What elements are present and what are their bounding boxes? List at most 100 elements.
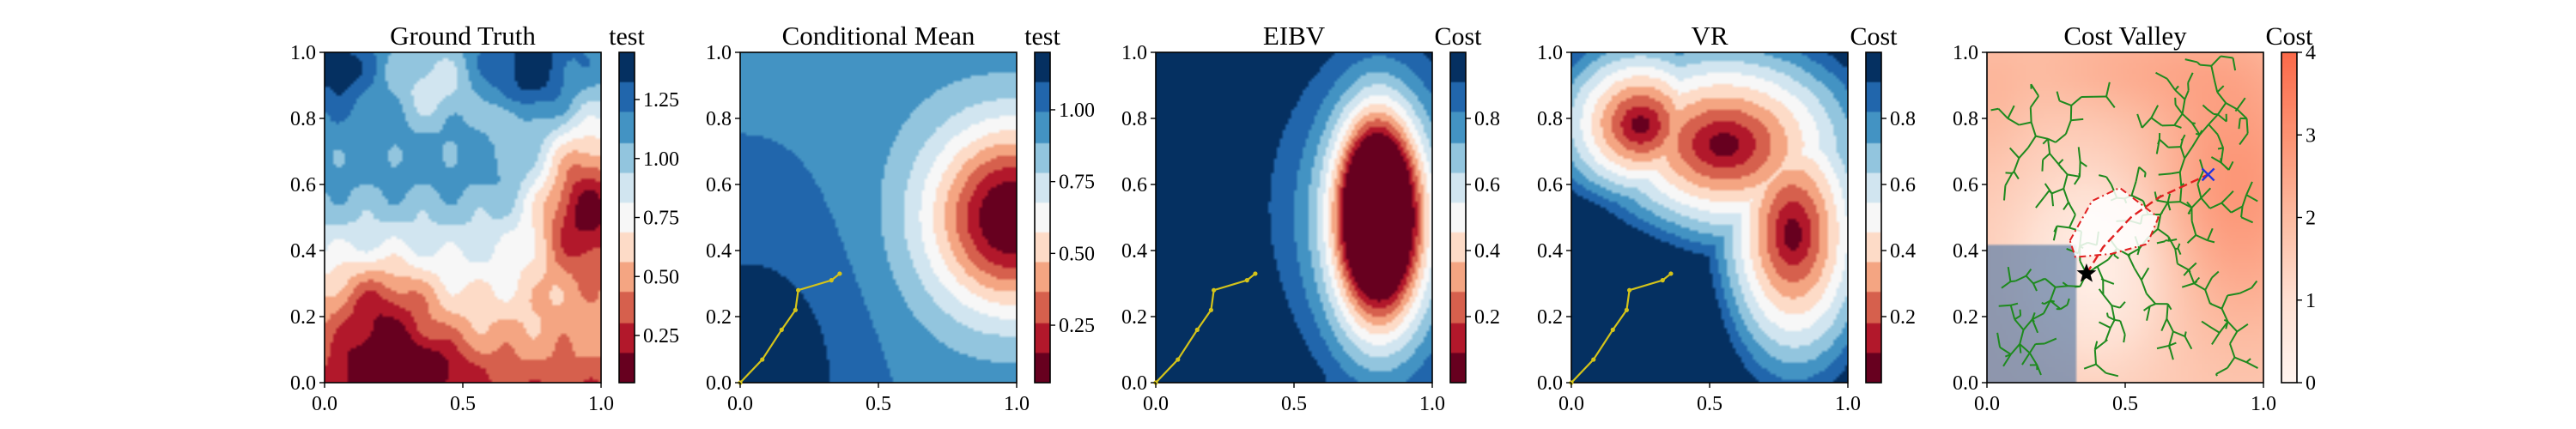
- rrt-tree-branch: [2178, 172, 2183, 187]
- rrt-tree-branch: [2174, 89, 2186, 100]
- rrt-tree-branch: [2031, 312, 2036, 320]
- overlay: [1990, 55, 2258, 378]
- rrt-tree-branch: [2019, 329, 2025, 345]
- rrt-tree-branch: [2234, 108, 2239, 112]
- rrt-tree-branch: [2059, 100, 2072, 106]
- rrt-tree-branch: [2236, 97, 2246, 110]
- rrt-tree-branch: [2136, 248, 2141, 256]
- rrt-tree-branch: [2196, 170, 2204, 184]
- plot-title: VR: [1691, 21, 1728, 51]
- colorbar-tick-label: 0.2: [1474, 306, 1500, 329]
- rrt-tree-branch: [2198, 130, 2203, 136]
- rrt-tree-branch: [2179, 146, 2186, 159]
- rrt-tree-branch: [2195, 234, 2208, 242]
- rrt-tree-branch: [2049, 153, 2060, 165]
- rrt-tree-branch: [2245, 361, 2258, 369]
- rrt-tree-branch: [2133, 267, 2142, 281]
- rrt-tree-branch: [2032, 282, 2038, 292]
- rrt-tree-branch: [2111, 305, 2116, 321]
- rrt-tree-branch: [2141, 117, 2153, 129]
- path-waypoint: [1668, 271, 1674, 276]
- rrt-tree-branch: [2193, 280, 2198, 285]
- rrt-tree-branch: [2127, 254, 2136, 269]
- rrt-tree-branch: [2191, 122, 2201, 136]
- rrt-tree-branch: [2010, 302, 2019, 306]
- y-tick-label: 0.0: [706, 372, 732, 395]
- rrt-tree-branch: [2067, 173, 2081, 178]
- rrt-tree-branch: [2008, 147, 2020, 159]
- rrt-tree-branch: [2182, 134, 2186, 140]
- y-tick-label: 0.6: [706, 174, 732, 196]
- rrt-tree-branch: [2208, 113, 2219, 125]
- rrt-tree-branch: [2032, 318, 2035, 323]
- rrt-tree-branch: [2105, 312, 2109, 317]
- rrt-tree-branch: [2099, 321, 2111, 329]
- rrt-tree-branch: [2057, 163, 2063, 170]
- rrt-tree-branch: [2195, 132, 2201, 136]
- y-tick-label: 0.2: [1953, 306, 1978, 329]
- rrt-tree-branch: [2131, 194, 2144, 202]
- rrt-tree-branch: [2044, 278, 2057, 288]
- rrt-tree-branch: [1998, 304, 2011, 307]
- rrt-tree-branch: [2187, 82, 2190, 91]
- rrt-tree-branch: [2057, 225, 2070, 229]
- y-tick-label: 0.4: [290, 240, 316, 263]
- rrt-tree-branch: [2007, 105, 2015, 119]
- colorbar-title: test: [609, 22, 645, 51]
- rrt-tree-branch: [2097, 258, 2109, 268]
- rrt-tree-branch: [2215, 367, 2228, 375]
- rrt-tree-branch: [2123, 334, 2126, 343]
- panel-conditional-mean: 0.0 0.5 1.0 0.0 0.2 0.4 0.6 0.8 1.0 Conditional …: [706, 21, 1095, 415]
- colorbar-ticks: 0 1 2 3 4: [2297, 42, 2316, 395]
- colorbar-gradient: [1035, 52, 1050, 383]
- y-tick-label: 0.6: [1537, 174, 1563, 196]
- rrt-tree-branch: [2180, 138, 2184, 142]
- rrt-tree-branch: [2041, 277, 2046, 281]
- y-tick-label: 0.8: [290, 108, 316, 130]
- rrt-tree-branch: [2150, 105, 2160, 118]
- colorbar-tick-label: 1.25: [643, 89, 679, 112]
- rrt-tree-branch: [2191, 134, 2201, 148]
- rrt-tree-branch: [2209, 202, 2222, 209]
- y-tick-label: 0.0: [1537, 372, 1563, 395]
- rrt-tree-branch: [2187, 72, 2194, 83]
- y-tick-label: 0.0: [290, 372, 316, 395]
- rrt-tree-branch: [2130, 181, 2137, 196]
- rrt-tree-branch: [2099, 174, 2107, 178]
- rrt-tree-branch: [2021, 352, 2031, 366]
- rrt-tree-branch: [2213, 80, 2219, 93]
- rrt-tree-branch: [2188, 262, 2197, 271]
- y-tick-label: 0.2: [1121, 306, 1147, 329]
- colorbar-gradient: [619, 52, 635, 383]
- rrt-tree-branch: [2173, 113, 2184, 126]
- rrt-tree-branch: [2239, 132, 2249, 146]
- colorbar-frame: [1449, 51, 1467, 384]
- rrt-tree-branch: [2177, 243, 2181, 249]
- rrt-tree-branch: [2169, 238, 2178, 242]
- rrt-tree-branch: [2150, 117, 2163, 127]
- rrt-tree-branch: [2168, 331, 2174, 347]
- rrt-tree-branch: [2221, 55, 2233, 59]
- panel-vr: 0.0 0.5 1.0 0.0 0.2 0.4 0.6 0.8 1.0 VR 0.2 0.4 0.6…: [1537, 21, 1916, 415]
- colorbar-title: test: [1024, 22, 1060, 51]
- rrt-tree-branch: [2047, 138, 2051, 154]
- rrt-tree-branch: [2055, 133, 2067, 143]
- rrt-tree-branch: [2042, 138, 2049, 145]
- rrt-tree-branch: [2050, 193, 2055, 207]
- rrt-tree-branch: [2070, 96, 2082, 106]
- y-tick-label: 0.8: [1121, 108, 1147, 130]
- rrt-tree-branch: [2215, 373, 2218, 377]
- rrt-tree-branch: [2004, 353, 2012, 358]
- rrt-tree-branch: [2166, 318, 2174, 332]
- rrt-tree-branch: [2160, 211, 2164, 215]
- rrt-tree-branch: [2200, 197, 2211, 209]
- rrt-tree-branch: [2001, 281, 2011, 289]
- colorbar-title: Cost: [2265, 22, 2313, 51]
- rrt-tree-branch: [2035, 196, 2045, 208]
- rrt-tree-branch: [2217, 113, 2227, 123]
- overlay: [738, 271, 842, 385]
- colorbar-tick-label: 4: [2306, 42, 2316, 64]
- rrt-tree-branch: [2216, 91, 2227, 104]
- rrt-tree-branch: [2190, 197, 2202, 208]
- rrt-tree-branch: [2166, 202, 2172, 211]
